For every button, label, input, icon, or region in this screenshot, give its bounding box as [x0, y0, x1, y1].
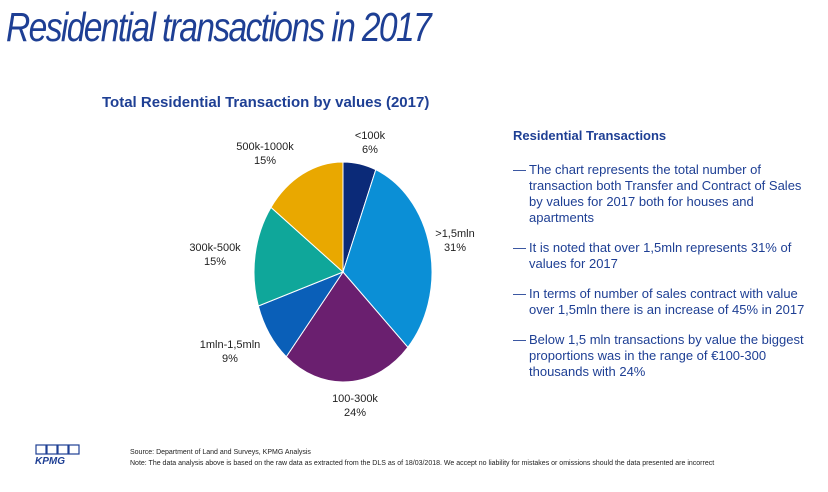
kpmg-logo-text: KPMG: [35, 456, 65, 466]
bullet-dash: —: [513, 162, 526, 177]
bullet-text: The chart represents the total number of…: [529, 162, 802, 225]
bullet-text: In terms of number of sales contract wit…: [529, 286, 805, 317]
panel-bullet: — The chart represents the total number …: [513, 162, 813, 226]
slice-label: 1mln-1,5mln: [200, 339, 261, 351]
source-note: Source: Department of Land and Surveys, …: [130, 449, 311, 456]
slice-label: >1,5mln: [435, 228, 474, 240]
slice-percent-label: 9%: [222, 353, 238, 365]
panel-bullet: — In terms of number of sales contract w…: [513, 286, 813, 318]
disclaimer-note: Note: The data analysis above is based o…: [130, 460, 715, 467]
bullet-dash: —: [513, 286, 526, 301]
slice-label: 500k-1000k: [236, 141, 294, 153]
kpmg-logo: KPMG: [35, 444, 80, 466]
pie-slice: [342, 169, 433, 349]
pie-slice: [253, 206, 344, 307]
residential-transactions-panel: Residential Transactions — The chart rep…: [513, 128, 813, 394]
bullet-dash: —: [513, 332, 526, 347]
slice-percent-label: 15%: [254, 155, 276, 167]
panel-heading: Residential Transactions: [513, 128, 667, 143]
slice-label: <100k: [355, 130, 386, 142]
bullet-text: Below 1,5 mln transactions by value the …: [529, 332, 804, 379]
bullet-text: It is noted that over 1,5mln represents …: [529, 240, 792, 271]
bullet-dash: —: [513, 240, 526, 255]
slice-percent-label: 31%: [444, 242, 466, 254]
page-title: Residential transactions in 2017: [6, 4, 432, 50]
chart-title: Total Residential Transaction by values …: [102, 94, 430, 111]
footer: Source: Department of Land and Surveys, …: [130, 447, 714, 469]
panel-bullet: — Below 1,5 mln transactions by value th…: [513, 332, 813, 380]
slice-percent-label: 15%: [204, 256, 226, 268]
panel-bullet: — It is noted that over 1,5mln represent…: [513, 240, 813, 272]
slice-percent-label: 24%: [344, 407, 366, 419]
slice-percent-label: 6%: [362, 144, 378, 156]
pie-slice: [285, 271, 409, 383]
slice-label: 100-300k: [332, 393, 378, 405]
slice-label: 300k-500k: [189, 242, 241, 254]
pie-slice: [270, 161, 344, 274]
